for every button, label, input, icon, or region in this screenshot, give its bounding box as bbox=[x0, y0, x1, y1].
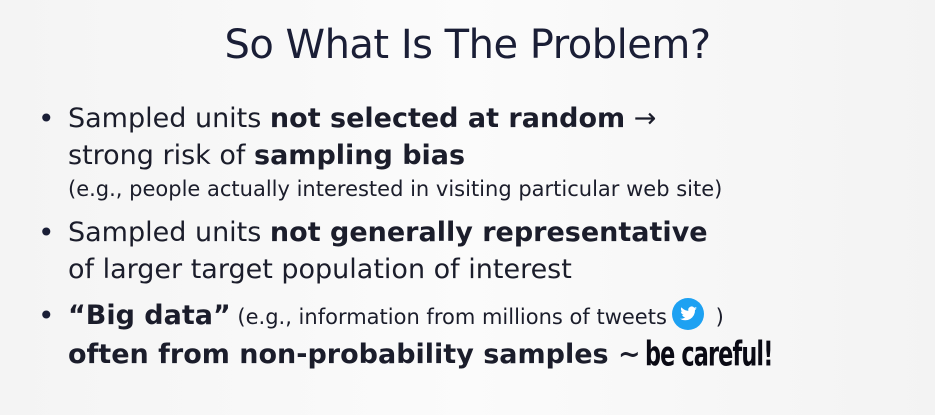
bullet-item-1: • Sampled units not selected at random →… bbox=[38, 100, 928, 205]
bullet-1-text: Sampled units bbox=[68, 103, 270, 134]
arrow-symbol: → bbox=[625, 103, 657, 134]
bullet-list: • Sampled units not selected at random →… bbox=[38, 100, 928, 383]
bullet-2-text: Sampled units bbox=[68, 217, 270, 248]
bullet-2-line-2: of larger target population of interest bbox=[68, 254, 572, 285]
bullet-1-line-2: strong risk of sampling bias bbox=[68, 137, 928, 174]
twitter-bird-icon bbox=[671, 298, 704, 330]
bullet-item-2: • Sampled units not generally representa… bbox=[38, 214, 928, 288]
bullet-dot: • bbox=[38, 102, 55, 135]
bullet-dot: • bbox=[38, 216, 55, 249]
bullet-1-emphasis: not selected at random bbox=[269, 103, 626, 134]
bullet-3-line-1: “Big data” (e.g., information from milli… bbox=[68, 297, 928, 336]
bullet-1-example: (e.g., people actually interested in vis… bbox=[68, 177, 723, 201]
slide-title: So What Is The Problem? bbox=[224, 22, 711, 68]
bullet-2-emphasis: not generally representative bbox=[269, 217, 708, 248]
bullet-3-line-2-emphasis: often from non-probability samples ~ bbox=[68, 339, 641, 370]
bullet-1-line-2-emphasis: sampling bias bbox=[254, 140, 466, 171]
bullet-3-emphasis: “Big data” bbox=[68, 300, 231, 331]
bullet-3-line-2: often from non-probability samples ~ be c… bbox=[68, 335, 928, 374]
bullet-item-3: • “Big data” (e.g., information from mil… bbox=[38, 297, 928, 374]
bullet-1-line-1: Sampled units not selected at random → bbox=[68, 100, 928, 137]
closing-paren: ) bbox=[708, 305, 724, 329]
be-careful-note: be careful! bbox=[644, 335, 773, 375]
bullet-dot: • bbox=[38, 299, 55, 332]
bullet-1-line-2-text: strong risk of bbox=[68, 140, 255, 171]
bullet-3-example: (e.g., information from millions of twee… bbox=[230, 305, 667, 329]
bullet-2-line-1: Sampled units not generally representati… bbox=[68, 214, 928, 251]
